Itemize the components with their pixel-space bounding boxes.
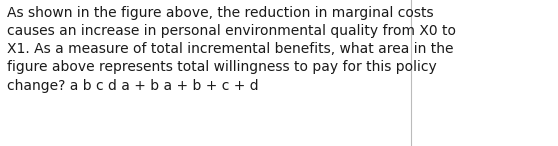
Text: As shown in the figure above, the reduction in marginal costs
causes an increase: As shown in the figure above, the reduct… — [7, 6, 456, 93]
